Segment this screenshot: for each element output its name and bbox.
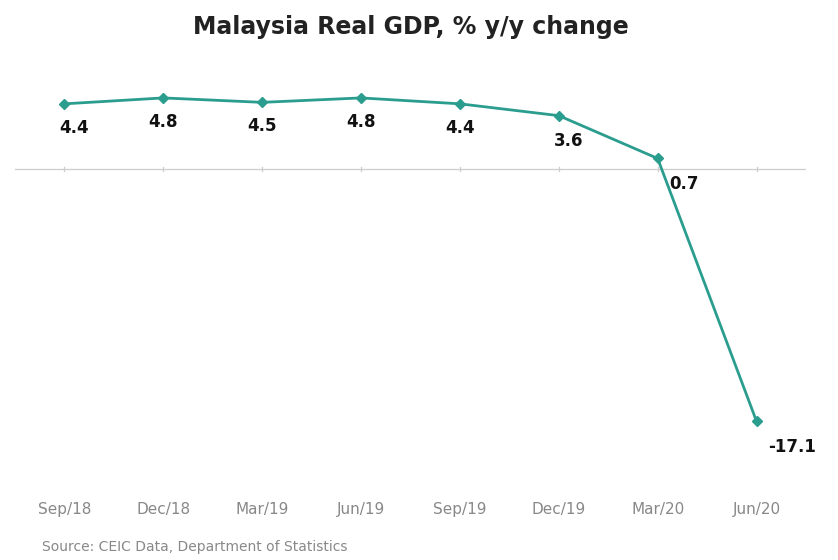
Text: 4.8: 4.8 <box>346 113 375 130</box>
Text: 3.6: 3.6 <box>554 132 583 150</box>
Text: 4.4: 4.4 <box>59 119 89 137</box>
Text: Source: CEIC Data, Department of Statistics: Source: CEIC Data, Department of Statist… <box>42 540 348 554</box>
Text: -17.1: -17.1 <box>768 437 816 455</box>
Text: 0.7: 0.7 <box>670 175 699 193</box>
Text: 4.5: 4.5 <box>247 117 277 135</box>
Text: 4.8: 4.8 <box>148 113 178 130</box>
Text: 4.4: 4.4 <box>445 119 475 137</box>
Title: Malaysia Real GDP, % y/y change: Malaysia Real GDP, % y/y change <box>193 15 628 39</box>
